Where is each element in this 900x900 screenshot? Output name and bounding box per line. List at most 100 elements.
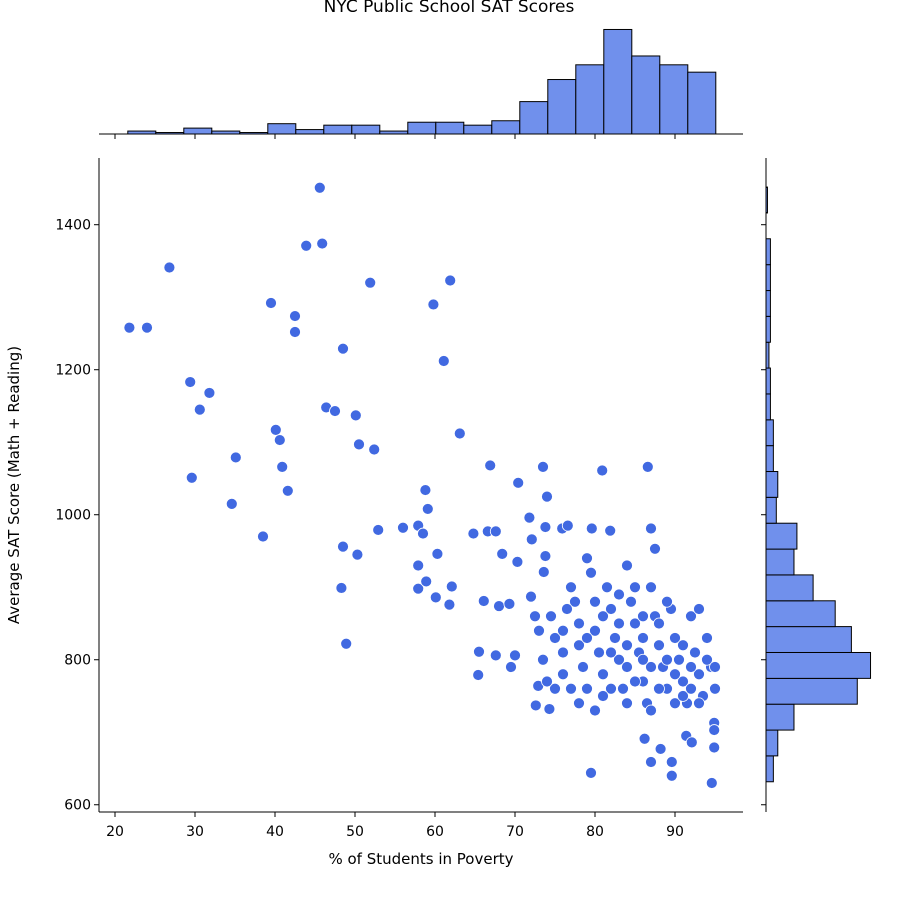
scatter-point (593, 646, 605, 659)
scatter-point (467, 527, 480, 540)
histogram-bar (765, 419, 774, 447)
scatter-point (489, 649, 502, 662)
scatter-point (677, 639, 689, 652)
scatter-point (549, 682, 561, 695)
scatter-point (539, 521, 552, 533)
x-tick-label: 50 (346, 824, 364, 840)
scatter-point (613, 653, 625, 666)
scatter-point (472, 669, 485, 681)
scatter-point (493, 600, 505, 612)
scatter-point (669, 632, 681, 644)
scatter-point (573, 617, 585, 630)
scatter-point (653, 617, 665, 630)
scatter-point (265, 297, 277, 309)
scatter-point (541, 490, 553, 503)
scatter-point (184, 376, 197, 388)
scatter-point (123, 321, 136, 334)
x-tick-label: 20 (106, 824, 124, 840)
scatter-point (629, 581, 641, 594)
scatter-point (589, 595, 601, 608)
scatter-point (537, 460, 549, 473)
scatter-point (203, 387, 216, 399)
scatter-point (431, 547, 444, 560)
scatter-point (537, 653, 549, 666)
histogram-bar (183, 127, 213, 135)
scatter-point (364, 276, 377, 289)
scatter-point (565, 581, 577, 594)
scatter-point (701, 632, 713, 644)
y-tick-label: 1400 (55, 218, 91, 234)
scatter-point (565, 682, 577, 695)
histogram-bar (351, 124, 381, 135)
scatter-point (653, 639, 665, 652)
histogram-bar (659, 64, 689, 135)
scatter-point (337, 342, 349, 355)
scatter-point (445, 580, 458, 593)
histogram-bar (295, 129, 325, 135)
scatter-point (708, 741, 721, 754)
scatter-point (353, 438, 365, 451)
scatter-point (708, 724, 721, 736)
scatter-point (412, 559, 425, 572)
scatter-point (693, 668, 705, 681)
scatter-point (701, 653, 713, 666)
scatter-point (665, 769, 678, 782)
scatter-point (653, 682, 665, 695)
scatter-point (596, 464, 609, 477)
scatter-point (585, 522, 598, 535)
scatter-point (537, 566, 550, 578)
histogram-bar (765, 703, 795, 731)
histogram-bar (765, 471, 779, 498)
scatter-point (637, 610, 649, 623)
scatter-point (605, 682, 617, 695)
scatter-point (605, 603, 617, 615)
scatter-point (185, 471, 198, 484)
scatter-point (645, 704, 657, 717)
histogram-bar (765, 238, 771, 266)
scatter-point (661, 653, 673, 666)
scatter-point (397, 521, 409, 534)
x-tick-label: 60 (426, 824, 444, 840)
histogram-bar (407, 121, 437, 135)
scatter-point (372, 524, 385, 536)
scatter-point (269, 423, 282, 436)
scatter-point (604, 524, 617, 537)
scatter-point (539, 550, 552, 562)
scatter-point (573, 639, 585, 652)
scatter-point (427, 298, 440, 311)
histogram-bar (765, 393, 771, 421)
scatter-point (621, 697, 633, 710)
scatter-point (613, 588, 625, 601)
histogram-bar (547, 79, 577, 135)
scatter-point (437, 355, 450, 367)
scatter-point (420, 575, 433, 588)
scatter-point (512, 476, 525, 489)
scatter-point (665, 756, 678, 768)
scatter-point (289, 326, 301, 338)
scatter-point (349, 409, 362, 422)
histogram-bar (765, 367, 771, 395)
scatter-point (597, 668, 609, 681)
scatter-point (561, 519, 574, 532)
scatter-point (489, 525, 502, 538)
scatter-point (300, 239, 313, 252)
scatter-point (689, 646, 701, 659)
x-axis-label: % of Students in Poverty (328, 850, 513, 868)
scatter-point (505, 661, 517, 673)
histogram-bar (765, 600, 836, 628)
scatter-point (541, 675, 553, 688)
scatter-point (453, 427, 466, 440)
scatter-point (523, 511, 536, 524)
scatter-point (473, 645, 485, 658)
scatter-point (421, 503, 434, 515)
scatter-point (561, 603, 573, 615)
scatter-point (141, 321, 153, 334)
scatter-point (557, 646, 569, 659)
y-tick-label: 600 (64, 798, 91, 814)
scatter-point (329, 405, 341, 417)
scatter-point (581, 682, 593, 695)
scatter-point (638, 732, 651, 745)
scatter-point (509, 649, 521, 662)
scatter-point (549, 632, 561, 644)
scatter-point (585, 566, 597, 579)
